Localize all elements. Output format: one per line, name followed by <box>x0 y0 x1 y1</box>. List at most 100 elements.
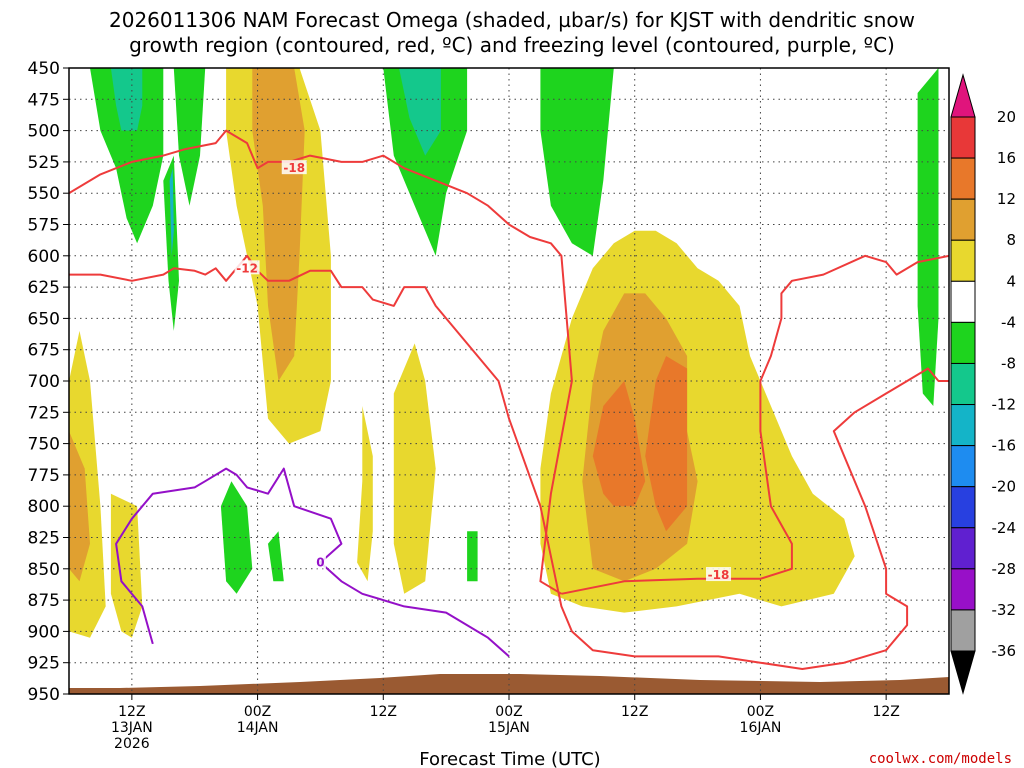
dgz-contour-1 <box>561 254 949 595</box>
y-tick-label-850: 850 <box>28 560 60 580</box>
dgz-contour-label-0: -18 <box>283 161 305 175</box>
y-tick-label-675: 675 <box>28 341 60 361</box>
colorbar-bin-0 <box>950 116 976 159</box>
freezing-contour-0 <box>115 467 510 658</box>
omega-region-17 <box>399 68 441 156</box>
omega-region-19 <box>220 481 253 594</box>
colorbar-label--24: -24 <box>992 519 1017 537</box>
y-tick-label-950: 950 <box>28 685 60 705</box>
omega-region-11 <box>90 68 164 244</box>
y-tick-label-450: 450 <box>28 59 60 79</box>
y-tick-label-600: 600 <box>28 247 60 267</box>
y-tick-label-500: 500 <box>28 122 60 142</box>
colorbar-bin-8 <box>950 445 976 488</box>
omega-region-21 <box>467 531 478 582</box>
y-tick-label-925: 925 <box>28 654 60 674</box>
omega-region-20 <box>268 531 284 582</box>
y-tick-label-700: 700 <box>28 372 60 392</box>
omega-region-14 <box>169 168 174 256</box>
colorbar-top-arrow <box>950 73 976 118</box>
y-tick-label-575: 575 <box>28 216 60 236</box>
colorbar-bin-6 <box>950 362 976 406</box>
y-tick-label-725: 725 <box>28 403 60 423</box>
y-tick-label-775: 775 <box>28 466 60 486</box>
dgz-contour-0 <box>69 129 573 595</box>
colorbar-label--28: -28 <box>992 560 1017 578</box>
credit-text: coolwx.com/models <box>869 751 1012 767</box>
dgz-contour-label-2: -12 <box>236 261 258 275</box>
omega-region-13 <box>163 155 179 331</box>
x-tick-label-5-0: 00Z <box>747 704 774 720</box>
freezing-contour-label-bg-0 <box>314 554 326 569</box>
colorbar-label-16: 16 <box>997 149 1016 167</box>
x-tick-label-0-2: 2026 <box>114 736 150 752</box>
plot-area: -18 -18 -12 0 <box>68 67 950 695</box>
colorbar-bin-7 <box>950 404 976 447</box>
colorbar-label-4: 4 <box>1006 272 1016 290</box>
colorbar-label--20: -20 <box>992 478 1017 496</box>
colorbar-bin-3 <box>950 239 976 282</box>
y-tick-label-900: 900 <box>28 622 60 642</box>
colorbar-label--12: -12 <box>992 396 1017 414</box>
x-tick-label-0-1: 13JAN <box>111 720 153 736</box>
contours: -18 -18 -12 0 <box>69 129 949 670</box>
omega-region-12 <box>110 68 143 131</box>
x-tick-label-2-0: 12Z <box>370 704 397 720</box>
colorbar-bin-5 <box>950 321 976 364</box>
colorbar-bin-1 <box>950 157 976 200</box>
omega-region-2 <box>110 493 143 638</box>
y-axis: 450 475 500 525 550 575 600 625 650 675 700 725 750 7… <box>28 59 69 705</box>
y-tick-label-650: 650 <box>28 309 60 329</box>
y-tick-label-825: 825 <box>28 529 60 549</box>
chart-title-line1: 2026011306 NAM Forecast Omega (shaded, µ… <box>109 8 915 32</box>
y-tick-label-750: 750 <box>28 435 60 455</box>
x-tick-label-3-1: 15JAN <box>488 720 530 736</box>
colorbar-label--16: -16 <box>992 437 1017 455</box>
dgz-contour-label-bg-1 <box>706 567 732 582</box>
x-tick-label-1-0: 00Z <box>244 704 271 720</box>
omega-region-15 <box>173 68 206 206</box>
colorbar-label--32: -32 <box>992 601 1017 619</box>
omega-region-22 <box>917 68 939 406</box>
x-tick-label-6-0: 12Z <box>872 704 899 720</box>
x-tick-label-1-1: 14JAN <box>237 720 279 736</box>
colorbar-label--4: -4 <box>1001 313 1016 331</box>
dgz-contour-2 <box>69 254 949 670</box>
colorbar-bin-12 <box>950 609 976 652</box>
y-tick-label-800: 800 <box>28 497 60 517</box>
dgz-contour-label-bg-2 <box>234 260 260 275</box>
freezing-contour-label-0: 0 <box>316 556 324 570</box>
omega-region-16 <box>383 68 468 256</box>
colorbar-label-12: 12 <box>997 190 1016 208</box>
colorbar-bin-10 <box>950 527 976 570</box>
dgz-contour-label-1: -18 <box>708 568 730 582</box>
y-tick-label-550: 550 <box>28 184 60 204</box>
omega-region-10 <box>645 356 688 532</box>
colorbar-label--8: -8 <box>1001 354 1016 372</box>
y-tick-label-625: 625 <box>28 278 60 298</box>
colorbar-label-8: 8 <box>1006 231 1016 249</box>
omega-region-18 <box>540 68 614 256</box>
colorbar: 20 16 12 8 4 -4 -8 -12 -16 -20 -24 -28 -32 -36 <box>950 73 1017 695</box>
colorbar-label--36: -36 <box>992 642 1017 660</box>
omega-region-1 <box>69 431 90 582</box>
y-tick-label-875: 875 <box>28 591 60 611</box>
colorbar-bin-9 <box>950 486 976 529</box>
omega-shading <box>69 68 939 638</box>
y-tick-label-525: 525 <box>28 153 60 173</box>
chart-title-line2: growth region (contoured, red, ºC) and f… <box>129 33 895 57</box>
x-tick-label-3-0: 00Z <box>495 704 522 720</box>
x-tick-label-5-1: 16JAN <box>740 720 782 736</box>
omega-region-6 <box>393 343 436 594</box>
colorbar-bin-4 <box>950 280 976 323</box>
y-tick-label-475: 475 <box>28 90 60 110</box>
dgz-contour-label-bg-0 <box>281 160 307 175</box>
x-tick-label-0-0: 12Z <box>118 704 145 720</box>
x-axis-title: Forecast Time (UTC) <box>419 749 600 768</box>
colorbar-bin-11 <box>950 568 976 611</box>
colorbar-bottom-arrow <box>950 650 976 695</box>
x-tick-label-4-0: 12Z <box>621 704 648 720</box>
colorbar-bin-2 <box>950 198 976 241</box>
